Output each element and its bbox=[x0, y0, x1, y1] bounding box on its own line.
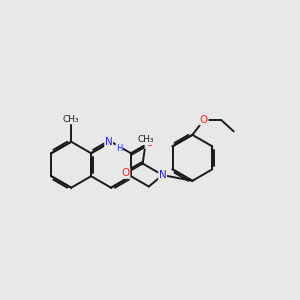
Text: O: O bbox=[122, 168, 130, 178]
Text: O: O bbox=[145, 139, 153, 148]
Text: N: N bbox=[159, 170, 167, 180]
Text: CH₃: CH₃ bbox=[137, 136, 154, 145]
Text: CH₃: CH₃ bbox=[63, 115, 80, 124]
Text: H: H bbox=[116, 144, 122, 153]
Text: O: O bbox=[200, 115, 208, 125]
Text: N: N bbox=[105, 137, 112, 147]
